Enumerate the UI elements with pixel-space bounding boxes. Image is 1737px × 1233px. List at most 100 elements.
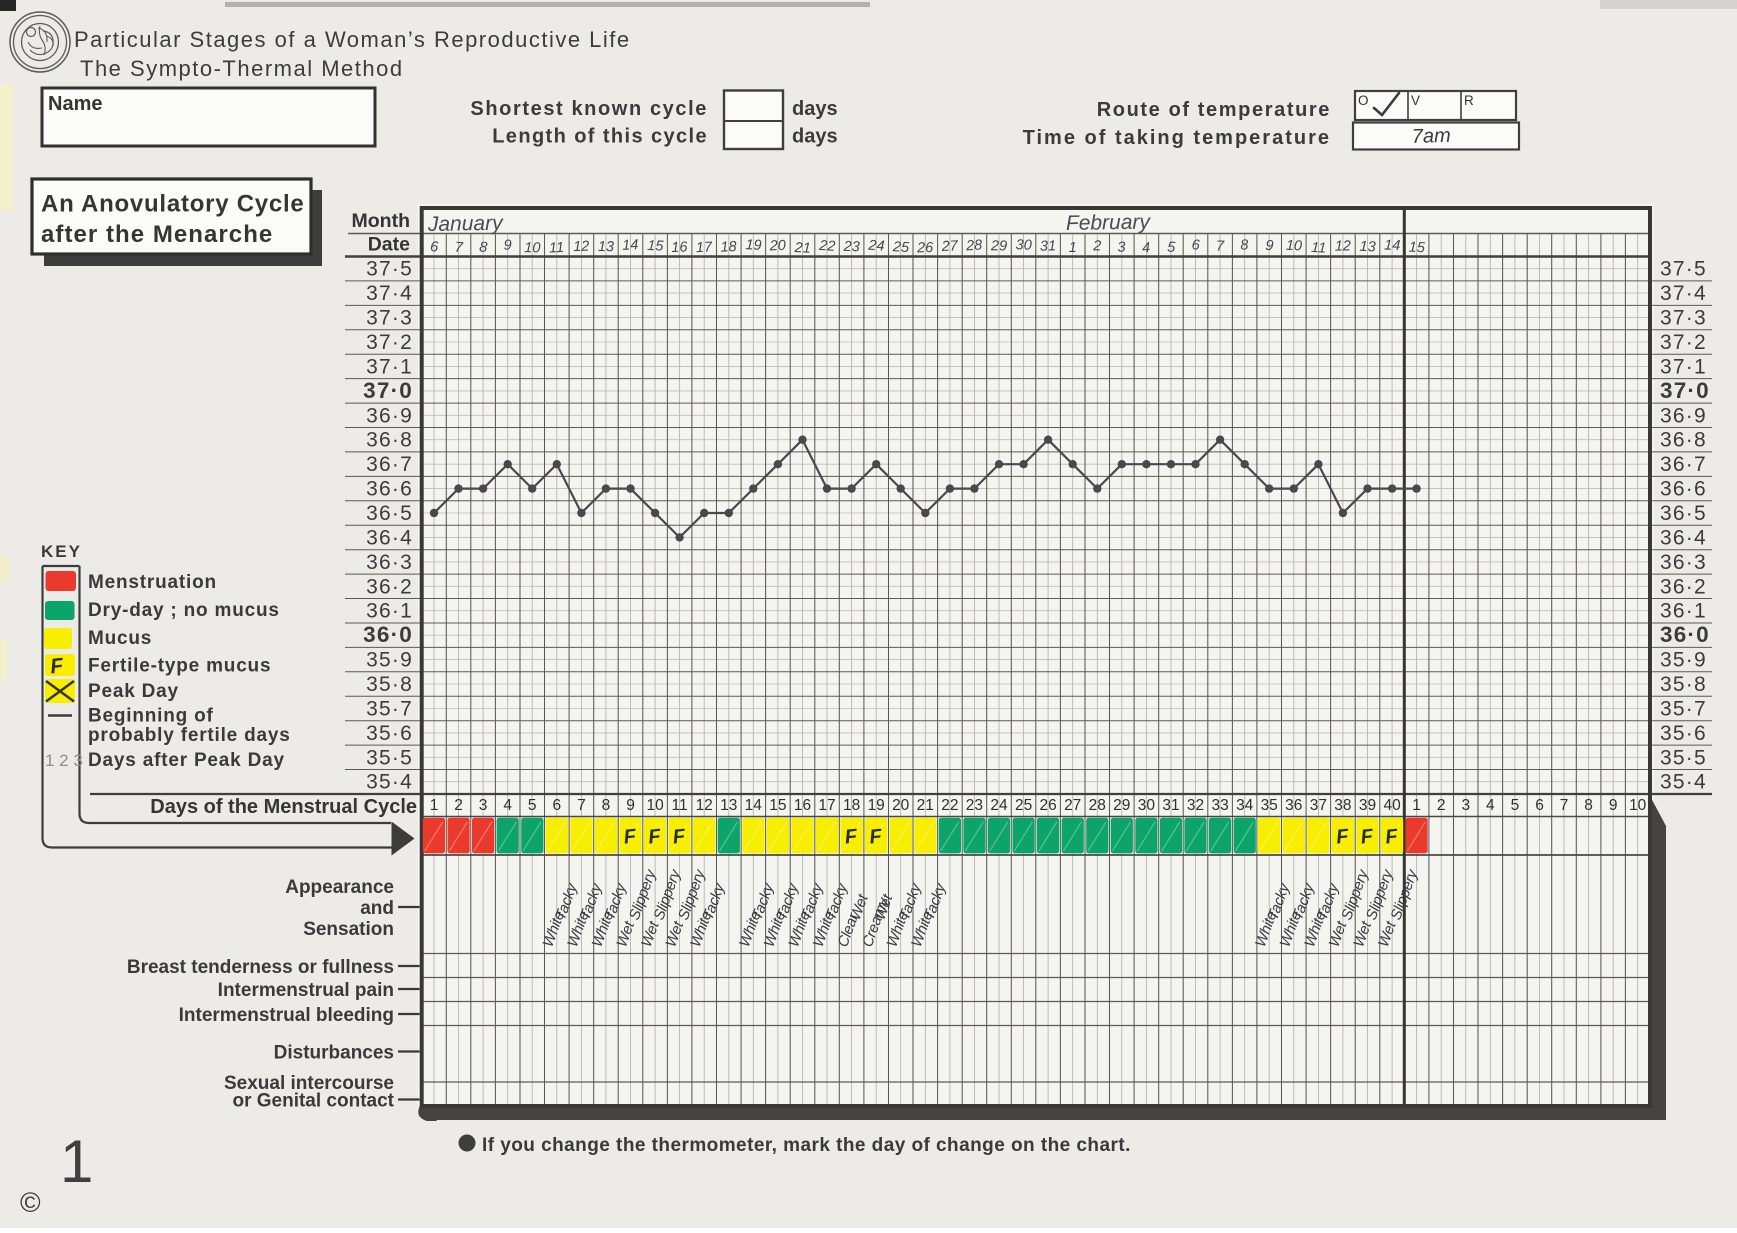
svg-text:and: and: [360, 898, 394, 919]
svg-text:36·2: 36·2: [1660, 575, 1707, 598]
svg-text:Menstruation: Menstruation: [88, 572, 217, 593]
svg-text:or Genital contact: or Genital contact: [232, 1091, 394, 1112]
svg-text:R: R: [1464, 93, 1474, 108]
svg-text:21: 21: [917, 797, 934, 814]
svg-text:Sensation: Sensation: [303, 919, 394, 940]
svg-text:36·5: 36·5: [1660, 502, 1707, 525]
svg-text:33: 33: [1211, 797, 1228, 814]
svg-text:26: 26: [1039, 797, 1056, 814]
svg-text:24: 24: [990, 797, 1008, 814]
svg-text:36·7: 36·7: [1660, 453, 1707, 476]
svg-text:Name: Name: [48, 93, 102, 115]
svg-text:5: 5: [1511, 797, 1520, 814]
svg-text:F: F: [647, 825, 662, 848]
svg-text:9: 9: [626, 797, 635, 814]
svg-text:Shortest known cycle: Shortest known cycle: [470, 98, 708, 120]
svg-text:The Sympto-Thermal Method: The Sympto-Thermal Method: [80, 56, 404, 81]
svg-text:8: 8: [602, 797, 611, 814]
svg-text:February: February: [1066, 211, 1152, 235]
svg-text:22: 22: [941, 797, 958, 814]
svg-text:O: O: [1358, 93, 1369, 108]
svg-text:6: 6: [430, 239, 440, 255]
svg-text:36·6: 36·6: [366, 478, 413, 501]
svg-text:37·3: 37·3: [1660, 307, 1707, 330]
svg-text:15: 15: [1408, 240, 1426, 257]
svg-text:3: 3: [1461, 797, 1470, 814]
svg-text:36·3: 36·3: [1660, 551, 1707, 574]
svg-text:37·5: 37·5: [366, 258, 413, 281]
svg-text:F: F: [49, 654, 65, 678]
svg-text:31: 31: [1162, 797, 1179, 814]
svg-text:37·2: 37·2: [366, 331, 413, 354]
svg-text:2: 2: [454, 797, 463, 814]
svg-text:8: 8: [1584, 797, 1593, 814]
svg-text:9: 9: [1265, 238, 1274, 254]
svg-text:Length of this cycle: Length of this cycle: [492, 126, 708, 148]
svg-text:Intermenstrual bleeding: Intermenstrual bleeding: [179, 1005, 394, 1026]
svg-text:7: 7: [454, 240, 464, 257]
svg-text:Days of the Menstrual Cycle: Days of the Menstrual Cycle: [150, 796, 417, 818]
svg-text:15: 15: [647, 238, 665, 255]
svg-text:28: 28: [965, 237, 983, 254]
svg-text:30: 30: [1138, 797, 1156, 814]
svg-text:F: F: [623, 825, 638, 848]
svg-text:7: 7: [577, 797, 586, 814]
svg-text:36·4: 36·4: [366, 526, 413, 549]
svg-text:35: 35: [1261, 797, 1278, 814]
svg-text:18: 18: [843, 797, 860, 814]
svg-text:37: 37: [1310, 797, 1327, 814]
svg-text:1: 1: [60, 1128, 93, 1195]
svg-text:9: 9: [504, 238, 512, 254]
svg-text:Time of taking temperature: Time of taking temperature: [1023, 127, 1331, 149]
svg-text:35·8: 35·8: [1660, 673, 1707, 696]
svg-text:4: 4: [1486, 797, 1495, 814]
svg-text:16: 16: [671, 239, 689, 256]
svg-text:12: 12: [696, 797, 713, 814]
svg-text:36·1: 36·1: [1660, 600, 1707, 623]
svg-text:1: 1: [430, 797, 439, 814]
svg-text:14: 14: [622, 237, 639, 254]
svg-text:13: 13: [1359, 239, 1376, 256]
svg-text:24: 24: [867, 238, 885, 255]
svg-text:12: 12: [573, 239, 590, 256]
svg-text:37·4: 37·4: [1660, 282, 1707, 305]
svg-text:20: 20: [768, 238, 786, 255]
svg-text:36·9: 36·9: [366, 404, 413, 427]
svg-text:35·7: 35·7: [366, 698, 413, 721]
svg-text:KEY: KEY: [41, 542, 82, 561]
svg-text:35·4: 35·4: [366, 771, 413, 794]
svg-text:21: 21: [793, 240, 811, 257]
svg-text:38: 38: [1334, 797, 1351, 814]
svg-text:14: 14: [1384, 238, 1401, 255]
svg-text:28: 28: [1089, 797, 1106, 814]
svg-text:If you change the thermometer,: If you change the thermometer, mark the …: [482, 1135, 1131, 1156]
svg-text:F: F: [672, 825, 687, 848]
svg-text:10: 10: [524, 240, 540, 256]
svg-text:V: V: [1411, 93, 1420, 108]
svg-text:Appearance: Appearance: [285, 877, 394, 898]
svg-text:36·8: 36·8: [1660, 429, 1707, 452]
svg-text:25: 25: [1015, 797, 1032, 814]
svg-text:5: 5: [1167, 240, 1177, 256]
svg-text:Intermenstrual pain: Intermenstrual pain: [218, 980, 394, 1001]
svg-text:37·0: 37·0: [1660, 378, 1710, 403]
svg-text:35·5: 35·5: [366, 746, 413, 769]
svg-text:36·5: 36·5: [366, 502, 413, 525]
svg-text:36·7: 36·7: [366, 453, 413, 476]
svg-text:Breast tenderness or fullness: Breast tenderness or fullness: [127, 957, 394, 978]
svg-text:Mucus: Mucus: [88, 628, 152, 649]
svg-text:36·0: 36·0: [1660, 622, 1710, 647]
svg-text:7am: 7am: [1411, 125, 1451, 148]
svg-text:6: 6: [1535, 797, 1544, 814]
svg-text:F: F: [1335, 825, 1350, 848]
svg-text:37·3: 37·3: [366, 307, 413, 330]
svg-text:18: 18: [720, 239, 737, 256]
svg-text:7: 7: [1216, 239, 1225, 255]
svg-text:35·6: 35·6: [1660, 722, 1707, 745]
svg-text:37·1: 37·1: [1660, 355, 1707, 378]
svg-text:5: 5: [528, 797, 537, 814]
svg-text:Dry-day ; no mucus: Dry-day ; no mucus: [88, 600, 280, 621]
svg-text:10: 10: [646, 797, 664, 814]
svg-text:20: 20: [892, 797, 910, 814]
svg-text:2: 2: [1092, 238, 1101, 254]
